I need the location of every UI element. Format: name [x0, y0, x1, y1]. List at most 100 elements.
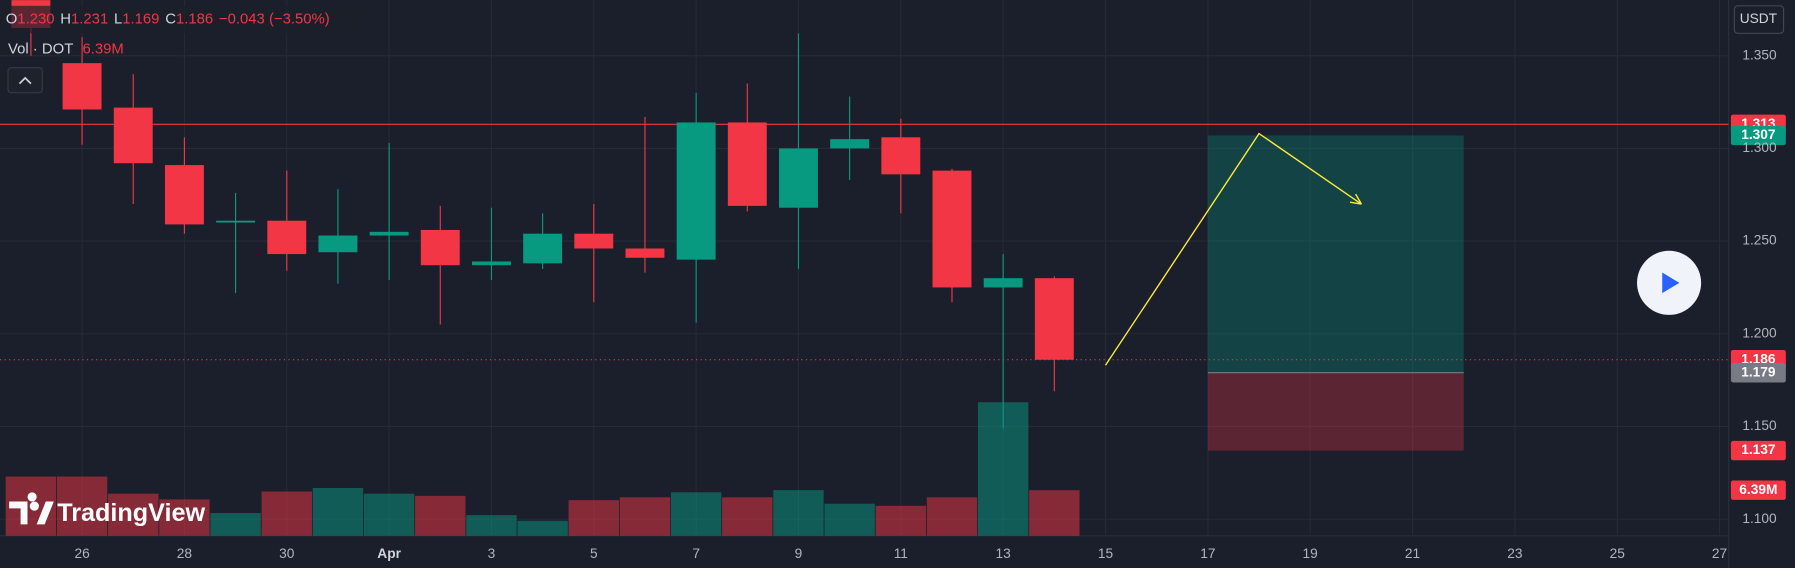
- price-tag-label: 6.39M: [1739, 482, 1777, 497]
- candle-body: [471, 261, 511, 266]
- volume-bar: [517, 520, 568, 536]
- candle-body: [881, 137, 921, 175]
- currency-label[interactable]: USDT: [1740, 11, 1778, 26]
- y-tick-label: 1.250: [1742, 233, 1777, 248]
- target-zone: [1207, 135, 1464, 373]
- candle-body: [574, 233, 614, 249]
- candle-body: [779, 148, 818, 208]
- volume-bar: [619, 497, 671, 536]
- volume-bar: [363, 493, 415, 536]
- collapse-button[interactable]: [7, 67, 43, 94]
- legend-change: −0.043 (−3.50%): [219, 11, 330, 27]
- legend-value: 1.169: [122, 11, 159, 27]
- candle-body: [113, 107, 153, 164]
- candle-body: [267, 220, 307, 255]
- x-tick-label: 23: [1507, 546, 1523, 561]
- x-tick-label: 5: [590, 546, 598, 561]
- arrow-head: [1349, 201, 1362, 205]
- y-tick-label: 1.100: [1742, 511, 1777, 526]
- collapse-icon[interactable]: [18, 76, 32, 85]
- legend-key: C: [165, 11, 176, 27]
- play-icon[interactable]: [1662, 272, 1680, 294]
- volume-legend: Vol · DOT 6.39M: [8, 41, 124, 57]
- ohlc-legend: O1.230 H1.231 L1.169 C1.186 −0.043 (−3.50%): [6, 11, 330, 27]
- candle-body: [1034, 278, 1074, 360]
- stop-zone: [1207, 372, 1464, 451]
- candle-body: [420, 229, 460, 266]
- y-tick-label: 1.200: [1742, 325, 1777, 340]
- candle-body: [830, 139, 870, 149]
- legend-value: 1.231: [71, 11, 108, 27]
- volume-bar: [875, 505, 927, 536]
- price-tag-label: 1.186: [1741, 351, 1776, 366]
- candle-body: [164, 165, 204, 225]
- x-tick-label: 3: [488, 546, 496, 561]
- volume-bar: [210, 512, 261, 536]
- volume-bar: [824, 503, 875, 536]
- volume-bar: [926, 497, 978, 536]
- y-tick-label: 1.300: [1742, 140, 1777, 155]
- currency-button[interactable]: [1733, 5, 1785, 34]
- x-tick-label: 15: [1098, 546, 1114, 561]
- logo: [9, 492, 54, 525]
- legend-value: 1.230: [17, 11, 54, 27]
- volume-bar: [670, 492, 722, 536]
- candle-body: [727, 122, 767, 206]
- volume-bar: [1029, 490, 1080, 536]
- volume-value: 6.39M: [82, 41, 123, 57]
- y-tick-label: 1.350: [1742, 47, 1777, 62]
- legend-key: O: [6, 11, 18, 27]
- x-tick-label: 11: [894, 546, 908, 561]
- x-tick-label: 26: [74, 546, 90, 561]
- logo-dot: [29, 501, 39, 511]
- volume-bar: [261, 491, 312, 536]
- x-tick-label: 28: [177, 546, 193, 561]
- candle-body: [216, 220, 256, 223]
- legend-key: L: [114, 11, 122, 27]
- plot-area: [0, 0, 1729, 536]
- volume-bar: [56, 476, 108, 536]
- candle-body: [932, 170, 972, 288]
- candle-body: [523, 233, 563, 264]
- price-tag: [1730, 480, 1786, 500]
- volume-bar: [159, 499, 210, 536]
- price-tag: [1730, 440, 1786, 461]
- trend-drawing: [1104, 132, 1362, 366]
- x-tick-label: 21: [1405, 546, 1420, 561]
- x-tick-label: Apr: [377, 546, 401, 561]
- volume-bar: [773, 490, 824, 536]
- x-tick-label: 9: [795, 546, 803, 561]
- arrow-head: [1355, 193, 1362, 205]
- volume-bar: [312, 487, 364, 536]
- x-tick-label: 17: [1200, 546, 1215, 561]
- legend-value: 1.186: [176, 11, 213, 27]
- price-tag-label: 1.307: [1741, 127, 1776, 142]
- x-tick-label: 13: [996, 546, 1012, 561]
- y-tick-label: 1.150: [1742, 418, 1777, 433]
- legend-key: H: [60, 11, 71, 27]
- price-tag: [1730, 362, 1786, 383]
- volume-bar: [722, 497, 773, 536]
- watermark: TradingView: [57, 499, 205, 527]
- overlay: USDT 1.3131.1861.3071.1791.1376.39MO1.23…: [0, 5, 1786, 527]
- candle-body: [676, 122, 716, 260]
- x-tick-label: 19: [1303, 546, 1318, 561]
- candle-body: [625, 248, 665, 258]
- price-tag: [1730, 125, 1786, 146]
- volume-bar: [568, 500, 619, 536]
- volume-name: Vol · DOT: [8, 41, 73, 57]
- volume-bar: [466, 515, 517, 536]
- x-tick-label: 7: [692, 546, 700, 561]
- logo-icon: [9, 492, 54, 525]
- legend-background: [0, 5, 365, 34]
- candle-body: [983, 278, 1023, 288]
- x-tick-label: 30: [279, 546, 295, 561]
- volume-bar: [108, 493, 159, 536]
- price-tag-label: 1.179: [1741, 364, 1776, 379]
- volume-bar: [415, 495, 466, 536]
- candle-body: [318, 235, 358, 253]
- candle-body: [62, 63, 102, 110]
